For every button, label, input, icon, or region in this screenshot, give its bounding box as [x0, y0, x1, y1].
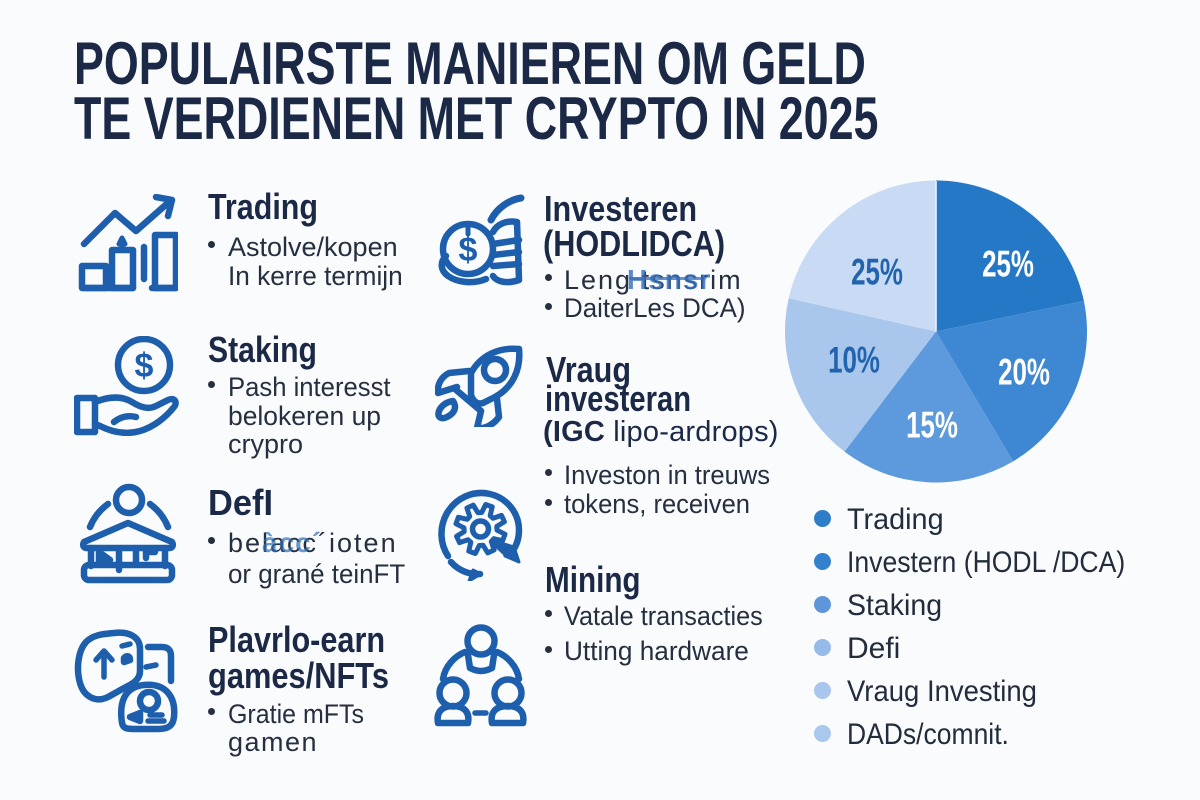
svg-text:$: $ — [135, 347, 154, 385]
svg-text:$: $ — [459, 231, 478, 269]
